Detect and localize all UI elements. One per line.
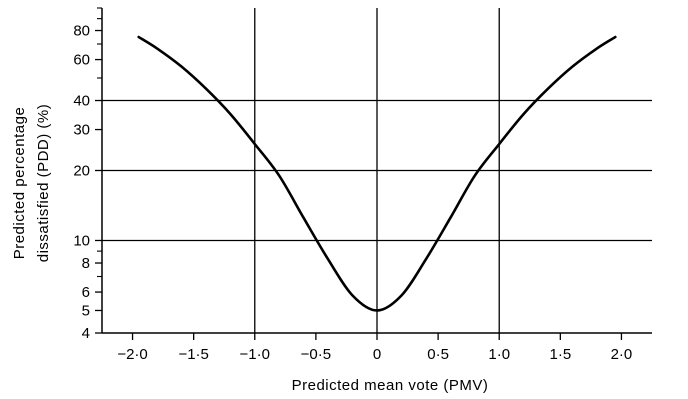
ppd-point-0-1 [156,48,157,49]
curve-layer [137,35,617,312]
grid-lines [102,8,652,333]
y-tick-label-4: 10 [73,232,90,249]
ppd-point-0-5 [254,143,255,144]
y-axis-title-line1: Predicted percentage [11,107,28,260]
ppd-point-0-12 [425,259,426,260]
y-tick-label-8: 60 [73,52,90,69]
ppd-point-0-8 [328,259,329,260]
ppd-point-0-18 [572,66,573,67]
ppd-point-0-2 [181,66,182,67]
ppd-point-0-4 [230,113,231,114]
y-tick-label-1: 5 [82,302,90,319]
y-axis-title-line2: dissatisfied (PDD) (%) [35,104,52,263]
y-tick-label-2: 6 [82,284,90,301]
ppd-point-0-15 [499,143,500,144]
y-tick-label-7: 40 [73,93,90,110]
x-tick-label-2: −1·0 [240,346,270,363]
x-tick-label-8: 2·0 [611,346,633,363]
x-tick-label-5: 0·5 [427,346,449,363]
ppd-point-0-0 [138,36,139,37]
y-tick-label-5: 20 [73,163,90,180]
ppd-point-0-3 [205,88,206,89]
ppd-point-0-7 [303,217,304,218]
x-axis-title: Predicted mean vote (PMV) [292,377,489,394]
ppd-point-0-19 [596,48,597,49]
ppd-point-0-9 [352,295,353,296]
y-tick-label-6: 30 [73,122,90,139]
x-tick-label-6: 1·0 [488,346,510,363]
ppd-point-0-16 [523,113,524,114]
ppd-point-0-13 [450,217,451,218]
ppd-point-0-20 [615,36,616,37]
y-tick-label-9: 80 [73,23,90,40]
x-tick-label-4: 0 [373,346,381,363]
ppd-point-0-17 [548,88,549,89]
ppd-point-0-14 [474,175,475,176]
ppd-point-0-10 [376,310,377,311]
y-tick-label-3: 8 [82,255,90,272]
ppd-point-0-11 [401,295,402,296]
y-axis-title: Predicted percentage dissatisfied (PDD) … [11,104,52,263]
ppd-point-0-6 [279,175,280,176]
ppd-curve-0 [137,35,617,312]
ticks [95,7,623,340]
x-tick-label-0: −2·0 [117,346,147,363]
x-tick-label-3: −0·5 [301,346,331,363]
x-tick-label-7: 1·5 [549,346,571,363]
tick-labels: −2·0 −1·5 −1·0 −0·5 0 0·5 1·0 1·5 2·0 4 56 8 10 20 30 4… [73,23,632,363]
x-tick-label-1: −1·5 [178,346,208,363]
y-tick-label-0: 4 [82,325,90,342]
